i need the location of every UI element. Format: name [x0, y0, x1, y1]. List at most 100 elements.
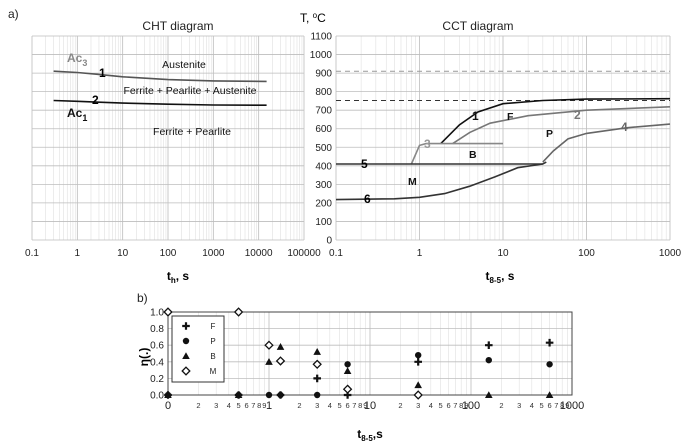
fraction-x-minor-label: 7	[453, 401, 457, 410]
cht-x-tick-label: 100	[160, 248, 177, 259]
cct-title: CCT diagram	[442, 19, 513, 33]
fraction-x-major-label: 0	[165, 400, 171, 412]
fraction-y-tick-label: 1.0	[150, 308, 164, 319]
cct-y-tick-label: 200	[315, 198, 332, 209]
fraction-x-label-main: t	[357, 427, 361, 441]
fraction-point-m	[264, 340, 274, 350]
cht-x-tick-label: 0.1	[25, 248, 39, 259]
cht-x-label: th, s	[167, 269, 190, 285]
fraction-point-m	[413, 390, 423, 400]
cct-y-tick-label: 1100	[310, 32, 332, 43]
cht-x-tick-label: 10	[117, 248, 129, 259]
fraction-point-b	[414, 381, 422, 389]
cct-y-tick-label: 300	[315, 180, 332, 191]
fraction-point-m	[312, 359, 322, 370]
fraction-y-ticks: 0.0 0.2 0.4 0.6 0.8 1.0	[150, 308, 164, 402]
cct-label-5: 5	[361, 157, 368, 171]
cht-chart: 0.1 1 10 100 1000 10000 100000 CHT diagram Aus…	[25, 19, 321, 285]
fraction-legend-marker-p	[182, 337, 190, 345]
fraction-x-minor-label: 9	[565, 401, 569, 410]
cct-x-label: t8-5, s	[486, 269, 515, 285]
fraction-x-minor-label: 9	[464, 401, 468, 410]
cht-label-2: 2	[92, 93, 99, 107]
fraction-x-major-label: 1	[266, 400, 272, 412]
fraction-y-label: η(.)	[137, 348, 151, 367]
fraction-y-tick-label: 0.2	[150, 374, 164, 385]
fraction-x-minor-label: 3	[315, 401, 319, 410]
cct-label-2: 2	[574, 108, 581, 122]
fraction-legend-label-m: M	[210, 367, 217, 376]
fraction-legend-box	[171, 315, 225, 383]
cct-y-tick-label: 900	[315, 69, 332, 80]
fraction-x-minor-label: 6	[346, 401, 350, 410]
cht-x-tick-label: 10000	[245, 248, 273, 259]
cct-x-tick-label: 1	[417, 248, 423, 259]
cct-y-tick-label: 800	[315, 87, 332, 98]
fraction-x-minor-label: 6	[447, 401, 451, 410]
fraction-y-label-main: η	[137, 359, 151, 366]
fraction-point-p	[546, 361, 553, 368]
cct-y-tick-label: 100	[315, 217, 332, 228]
cct-y-tick-label: 400	[315, 161, 332, 172]
cct-label-4: 4	[621, 120, 628, 134]
fraction-y-tick-label: 0.6	[150, 341, 164, 352]
fraction-x-minor-label: 3	[517, 401, 521, 410]
fraction-x-major-label: 1000	[560, 400, 584, 412]
cct-reference-lines	[336, 70, 670, 102]
fraction-grid	[167, 311, 573, 396]
fraction-legend-marker-m	[181, 366, 191, 376]
cht-x-tick-label: 100000	[287, 248, 321, 259]
fraction-x-minor-label: 9	[262, 401, 266, 410]
cct-x-tick-label: 0.1	[329, 248, 343, 259]
fraction-point-b	[343, 367, 352, 374]
cct-x-tick-label: 1000	[659, 248, 682, 259]
panel-b-label: b)	[137, 291, 148, 305]
fraction-point-p	[485, 356, 492, 364]
cht-curve-2	[53, 99, 267, 106]
fraction-x-minor-label: 6	[245, 401, 249, 410]
fraction-x-major-label: 10	[364, 400, 376, 412]
fraction-point-p	[265, 391, 273, 399]
cct-x-label-main: t	[486, 269, 490, 283]
cct-y-tick-label: 500	[315, 143, 332, 154]
cct-curve-2	[452, 106, 671, 145]
fraction-point-b	[164, 391, 172, 399]
cct-y-tick-label: 1000	[310, 50, 333, 61]
cct-y-label-main: T,	[300, 11, 313, 25]
fraction-y-tick-label: 0.4	[150, 357, 164, 368]
fraction-point-p	[313, 391, 321, 399]
fraction-y-tick-label: 0.0	[150, 391, 164, 402]
cct-y-tick-label: 700	[315, 106, 332, 117]
fraction-x-minor-label: 7	[554, 401, 558, 410]
fraction-point-p	[277, 391, 284, 399]
cht-grid	[31, 35, 305, 241]
cct-y-label-sup: o	[313, 11, 318, 20]
fraction-y-label-unit: (.)	[137, 348, 151, 359]
fraction-x-minor-label: 8	[560, 401, 564, 410]
fraction-point-m	[275, 356, 286, 366]
cht-x-label-unit: , s	[176, 269, 190, 283]
cct-label-3: 3	[424, 137, 431, 151]
fraction-x-minor-label: 5	[237, 401, 241, 410]
fraction-x-minor-label: 2	[196, 401, 200, 410]
fraction-x-minor-label: 3	[416, 401, 420, 410]
fraction-point-b	[545, 391, 554, 399]
cct-y-tick-label: 0	[326, 236, 332, 247]
cct-x-label-sub: 8-5	[490, 276, 502, 285]
fraction-point-f	[313, 374, 321, 383]
cht-region-austenite: Austenite	[162, 59, 206, 71]
cht-ac1-main: Ac	[67, 106, 83, 120]
fraction-point-b	[276, 343, 285, 350]
cht-region-fp: Ferrite + Pearlite	[153, 126, 231, 138]
fraction-point-b	[234, 391, 243, 399]
fraction-x-minor-label: 4	[227, 401, 231, 410]
cct-y-label: T, oC	[300, 11, 326, 25]
cht-curves	[53, 70, 267, 106]
fraction-x-minor-label: 4	[530, 401, 534, 410]
fraction-x-minor-label: 4	[429, 401, 433, 410]
cct-curve-1	[440, 97, 671, 145]
fraction-point-m	[163, 307, 173, 317]
